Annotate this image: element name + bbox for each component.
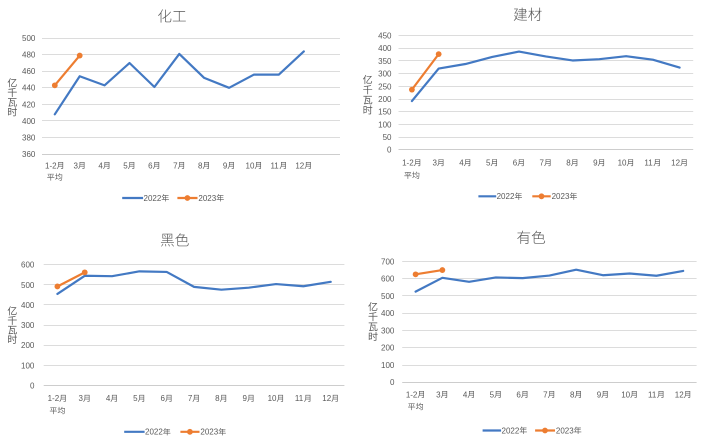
- svg-text:4: 4: [98, 161, 103, 170]
- svg-text:200: 200: [21, 341, 35, 350]
- svg-text:0: 0: [30, 382, 35, 391]
- svg-text:50: 50: [383, 133, 392, 142]
- svg-text:10: 10: [246, 161, 255, 170]
- svg-text:360: 360: [22, 150, 36, 159]
- svg-text:9: 9: [597, 390, 602, 399]
- svg-text:9: 9: [223, 161, 228, 170]
- svg-text:12: 12: [675, 390, 684, 399]
- svg-text:450: 450: [378, 32, 392, 41]
- svg-text:8: 8: [198, 161, 203, 170]
- svg-text:12: 12: [671, 159, 680, 168]
- svg-text:200: 200: [378, 95, 392, 104]
- svg-text:2022: 2022: [144, 194, 162, 203]
- svg-text:2022: 2022: [497, 192, 515, 201]
- svg-text:7: 7: [540, 159, 545, 168]
- svg-text:480: 480: [22, 51, 36, 60]
- svg-text:2023: 2023: [200, 428, 218, 437]
- svg-text:3: 3: [73, 161, 78, 170]
- svg-text:3: 3: [436, 390, 441, 399]
- svg-text:150: 150: [378, 108, 392, 117]
- svg-text:100: 100: [381, 361, 395, 370]
- svg-text:400: 400: [381, 309, 395, 318]
- svg-text:2022: 2022: [502, 426, 520, 435]
- svg-text:600: 600: [21, 261, 35, 270]
- svg-text:250: 250: [378, 82, 392, 91]
- svg-text:1-2: 1-2: [406, 390, 418, 399]
- svg-text:4: 4: [459, 159, 464, 168]
- svg-text:700: 700: [381, 257, 395, 266]
- svg-text:10: 10: [621, 390, 630, 399]
- svg-text:5: 5: [486, 159, 491, 168]
- svg-text:0: 0: [390, 378, 395, 387]
- svg-text:100: 100: [378, 120, 392, 129]
- svg-text:4: 4: [106, 394, 111, 403]
- svg-text:11: 11: [644, 159, 653, 168]
- svg-text:2022: 2022: [145, 428, 163, 437]
- svg-text:10: 10: [268, 394, 277, 403]
- svg-text:500: 500: [21, 281, 35, 290]
- svg-text:8: 8: [215, 394, 220, 403]
- svg-text:5: 5: [133, 394, 138, 403]
- svg-text:9: 9: [593, 159, 598, 168]
- svg-text:12: 12: [322, 394, 331, 403]
- svg-text:2023: 2023: [198, 194, 216, 203]
- svg-text:9: 9: [242, 394, 247, 403]
- svg-text:400: 400: [378, 44, 392, 53]
- svg-text:1-2: 1-2: [48, 394, 60, 403]
- svg-text:6: 6: [148, 161, 153, 170]
- svg-text:300: 300: [378, 70, 392, 79]
- svg-text:6: 6: [161, 394, 166, 403]
- svg-text:12: 12: [295, 161, 304, 170]
- svg-text:0: 0: [387, 146, 392, 155]
- svg-text:300: 300: [381, 326, 395, 335]
- svg-text:1-2: 1-2: [402, 159, 414, 168]
- svg-text:350: 350: [378, 57, 392, 66]
- svg-text:400: 400: [21, 301, 35, 310]
- svg-text:440: 440: [22, 84, 36, 93]
- svg-text:6: 6: [513, 159, 518, 168]
- svg-text:2023: 2023: [556, 426, 574, 435]
- svg-text:4: 4: [463, 390, 468, 399]
- svg-text:420: 420: [22, 100, 36, 109]
- svg-text:5: 5: [123, 161, 128, 170]
- svg-text:10: 10: [618, 159, 627, 168]
- svg-text:600: 600: [381, 275, 395, 284]
- svg-text:2023: 2023: [552, 192, 570, 201]
- svg-text:200: 200: [381, 344, 395, 353]
- svg-text:400: 400: [22, 117, 36, 126]
- svg-text:3: 3: [79, 394, 84, 403]
- svg-text:3: 3: [432, 159, 437, 168]
- svg-text:380: 380: [22, 133, 36, 142]
- svg-text:8: 8: [566, 159, 571, 168]
- svg-text:7: 7: [543, 390, 548, 399]
- svg-text:11: 11: [648, 390, 657, 399]
- svg-text:100: 100: [21, 361, 35, 370]
- svg-text:5: 5: [490, 390, 495, 399]
- svg-text:460: 460: [22, 67, 36, 76]
- svg-text:7: 7: [188, 394, 193, 403]
- svg-text:500: 500: [381, 292, 395, 301]
- svg-text:300: 300: [21, 321, 35, 330]
- svg-text:500: 500: [22, 34, 36, 43]
- svg-text:1-2: 1-2: [45, 161, 57, 170]
- svg-text:11: 11: [270, 161, 279, 170]
- svg-text:8: 8: [570, 390, 575, 399]
- svg-text:11: 11: [295, 394, 304, 403]
- svg-text:7: 7: [173, 161, 178, 170]
- svg-text:6: 6: [516, 390, 521, 399]
